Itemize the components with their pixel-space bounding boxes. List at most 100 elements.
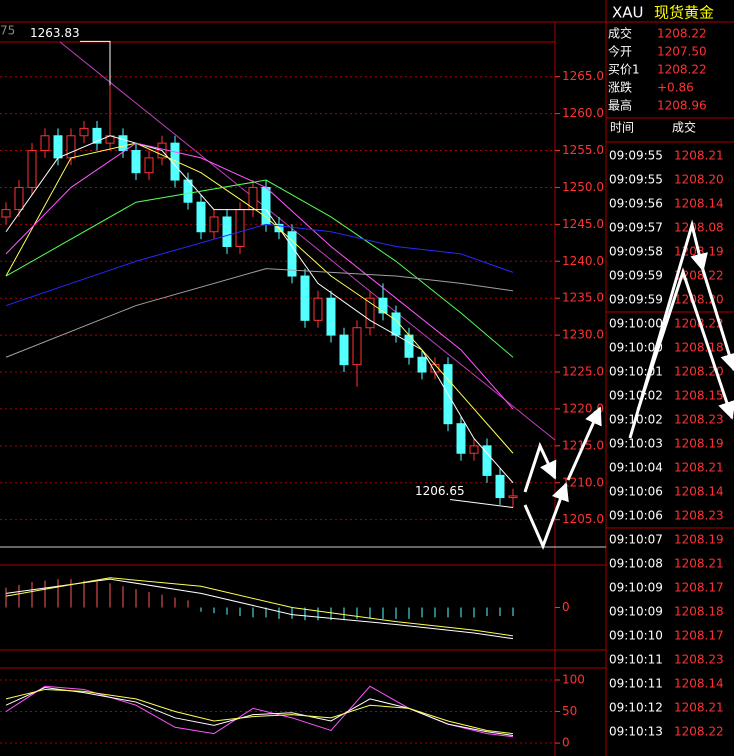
tick-price: 1208.21	[674, 461, 724, 475]
quote-value: 1208.22	[657, 63, 707, 77]
tick-time: 09:10:13	[609, 725, 663, 739]
indicator-line	[5, 223, 514, 307]
candle-body	[469, 445, 479, 454]
candle-body	[27, 150, 37, 188]
tick-price: 1208.19	[674, 533, 724, 547]
y-tick-label: 1260.0	[562, 106, 604, 120]
candle-body	[326, 297, 336, 336]
candle-body	[1, 209, 11, 218]
tick-time: 09:10:03	[609, 437, 663, 451]
tick-time: 09:09:56	[609, 197, 663, 211]
tick-price: 1208.14	[674, 197, 724, 211]
quote-value: 1208.96	[657, 99, 707, 113]
y-tick-label: 1265.0	[562, 69, 604, 83]
tick-price: 1208.17	[674, 629, 724, 643]
quote-value: +0.86	[657, 81, 694, 95]
tick-price: 1208.08	[674, 221, 724, 235]
arrow	[701, 269, 734, 372]
tick-price: 1208.14	[674, 485, 724, 499]
indicator-line	[5, 142, 514, 410]
tick-time: 09:10:09	[609, 581, 663, 595]
tick-time: 09:09:58	[609, 245, 663, 259]
candle-body	[352, 327, 362, 366]
tick-price: 1208.14	[674, 677, 724, 691]
tick-price: 1208.23	[674, 413, 724, 427]
y-tick-label: 1205.0	[562, 512, 604, 526]
arrow	[566, 406, 602, 481]
y-tick-label: 1235.0	[562, 291, 604, 305]
tick-time: 09:10:12	[609, 701, 663, 715]
arrow	[523, 441, 557, 493]
candle-body	[79, 127, 89, 137]
tick-time: 09:09:55	[609, 149, 663, 163]
candle-body	[14, 186, 24, 211]
tick-price: 1208.23	[674, 509, 724, 523]
indicator-line	[5, 688, 514, 735]
candle-body	[66, 135, 76, 159]
tick-time: 09:10:11	[609, 653, 663, 667]
symbol: XAU	[612, 4, 644, 22]
candle-body	[235, 209, 245, 248]
tick-time: 09:10:09	[609, 605, 663, 619]
candle-body	[456, 423, 466, 454]
tick-price: 1208.18	[674, 605, 724, 619]
y-tick-label: 1240.0	[562, 254, 604, 268]
annotation: 1263.83	[30, 26, 80, 40]
indicator-line	[5, 577, 514, 637]
candle-body	[118, 135, 128, 152]
candle-body	[170, 142, 180, 181]
tick-price: 1208.18	[674, 341, 724, 355]
candle-body	[40, 135, 50, 152]
quote-label: 最高	[608, 98, 632, 113]
tick-price: 1208.23	[674, 653, 724, 667]
candle-body	[144, 157, 154, 174]
ticks-header: 时间	[610, 121, 634, 135]
tick-price: 1208.21	[674, 149, 724, 163]
indicator-line	[5, 268, 514, 358]
ticks-header: 成交	[672, 120, 696, 135]
candle-body	[365, 297, 375, 329]
y-tick-label: 0	[562, 600, 570, 614]
tick-time: 09:10:06	[609, 485, 663, 499]
y-tick-label: 0	[562, 736, 570, 750]
candle-body	[209, 216, 219, 233]
quote-label: 今开	[608, 44, 632, 59]
indicator-line	[5, 135, 514, 484]
indicator-line	[5, 179, 514, 358]
indicator-line	[5, 142, 514, 454]
tick-time: 09:09:57	[609, 221, 663, 235]
tick-time: 09:09:59	[609, 269, 663, 283]
tick-time: 09:10:00	[609, 317, 663, 331]
candle-body	[339, 334, 349, 366]
tick-time: 09:10:06	[609, 509, 663, 523]
indicator-line	[5, 578, 514, 640]
quote-value: 1207.50	[657, 45, 707, 59]
y-tick-label: 1255.0	[562, 143, 604, 157]
arrow	[523, 482, 569, 550]
tick-price: 1208.17	[674, 581, 724, 595]
arrow	[636, 267, 734, 420]
tick-price: 1208.20	[674, 293, 724, 307]
tick-time: 09:10:00	[609, 341, 663, 355]
tick-time: 09:10:07	[609, 533, 663, 547]
candle-body	[287, 231, 297, 277]
candle-body	[53, 135, 63, 159]
arrows	[523, 219, 734, 550]
y-tick-label: 1225.0	[562, 365, 604, 379]
y-tick-label: 1230.0	[562, 328, 604, 342]
candle-body	[495, 474, 505, 499]
candle-body	[261, 186, 271, 225]
tick-time: 09:10:08	[609, 557, 663, 571]
y-tick-label: 1210.0	[562, 475, 604, 489]
annotation: 1206.65	[415, 484, 465, 498]
tick-price: 1208.20	[674, 173, 724, 187]
y-tick-label: 1245.0	[562, 217, 604, 231]
candle-body	[196, 201, 206, 233]
tick-time: 09:10:10	[609, 629, 663, 643]
candle-body	[92, 127, 102, 144]
tick-price: 1208.22	[674, 725, 724, 739]
quote-label: 成交	[608, 26, 632, 41]
quote-label: 涨跌	[608, 80, 632, 95]
